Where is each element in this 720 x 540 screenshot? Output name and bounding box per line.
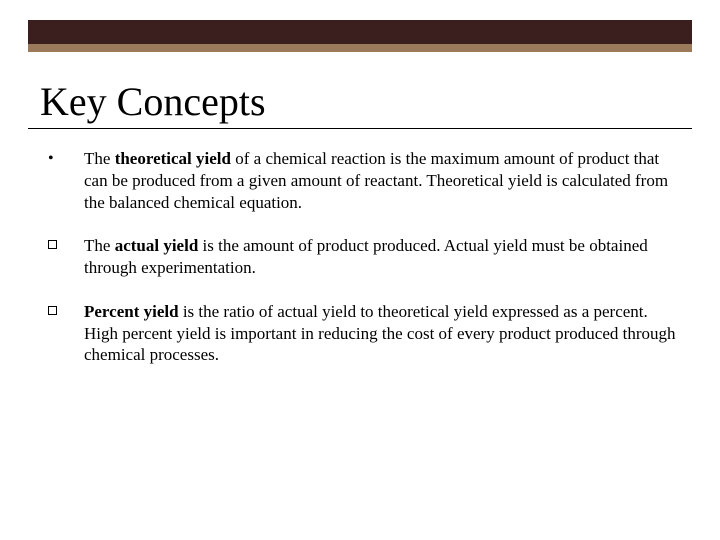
header-band-light bbox=[28, 44, 692, 52]
square-bullet-icon bbox=[48, 235, 84, 253]
bullet-item: The actual yield is the amount of produc… bbox=[48, 235, 680, 279]
dot-bullet-icon: • bbox=[48, 148, 84, 167]
bullet-text: The actual yield is the amount of produc… bbox=[84, 235, 680, 279]
bullet-text: The theoretical yield of a chemical reac… bbox=[84, 148, 680, 213]
content-area: •The theoretical yield of a chemical rea… bbox=[48, 148, 680, 388]
bullet-item: Percent yield is the ratio of actual yie… bbox=[48, 301, 680, 366]
header-band-dark bbox=[28, 20, 692, 44]
slide-title: Key Concepts bbox=[40, 78, 266, 125]
square-bullet-icon bbox=[48, 301, 84, 319]
title-underline bbox=[28, 128, 692, 129]
bullet-text: Percent yield is the ratio of actual yie… bbox=[84, 301, 680, 366]
bullet-item: •The theoretical yield of a chemical rea… bbox=[48, 148, 680, 213]
